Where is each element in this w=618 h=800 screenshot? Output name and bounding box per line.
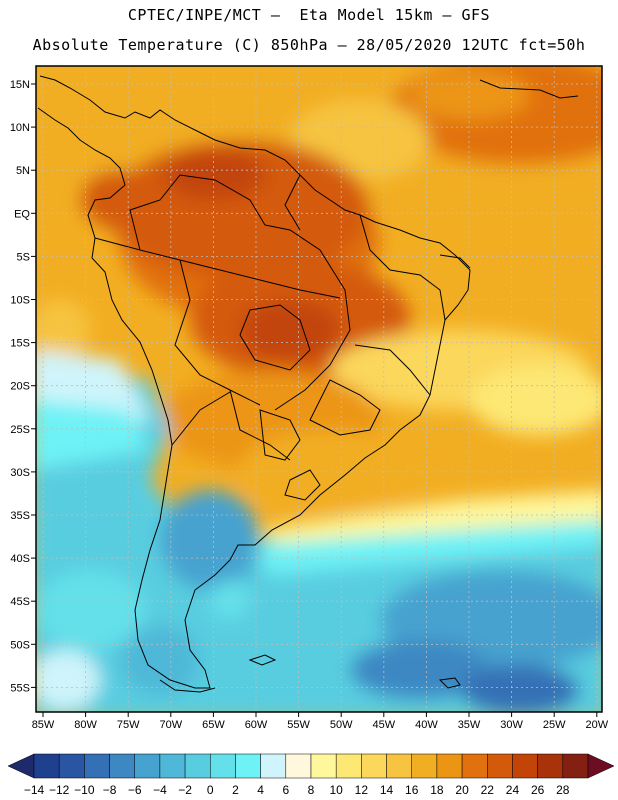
colorbar-swatch bbox=[235, 753, 261, 779]
colorbar-swatch bbox=[386, 753, 412, 779]
temperature-field bbox=[36, 66, 602, 712]
colorbar-label: 4 bbox=[257, 783, 264, 797]
colorbar-swatch bbox=[562, 753, 589, 779]
colorbar-label: 10 bbox=[330, 783, 344, 797]
map-frame bbox=[35, 65, 603, 713]
lon-label: 70W bbox=[159, 719, 182, 731]
lon-label: 30W bbox=[500, 719, 523, 731]
lat-label: 15S bbox=[10, 338, 30, 350]
colorbar-swatch bbox=[461, 753, 488, 779]
colorbar-swatch bbox=[109, 753, 135, 779]
lon-label: 35W bbox=[458, 719, 481, 731]
lat-label: 50S bbox=[10, 639, 30, 651]
lon-label: 65W bbox=[202, 719, 225, 731]
colorbar-label: 14 bbox=[380, 783, 394, 797]
colorbar-swatch bbox=[184, 753, 211, 779]
colorbar-segments bbox=[33, 753, 589, 779]
colorbar-swatch bbox=[487, 753, 513, 779]
colorbar-label: −8 bbox=[103, 783, 117, 797]
colorbar-label: −12 bbox=[49, 783, 70, 797]
colorbar-swatch bbox=[58, 753, 85, 779]
lat-label: 25S bbox=[10, 424, 30, 436]
colorbar-label: 0 bbox=[207, 783, 214, 797]
lat-label: EQ bbox=[14, 208, 30, 220]
colorbar-swatch bbox=[436, 753, 463, 779]
lat-label: 10N bbox=[10, 122, 30, 134]
lon-label: 60W bbox=[245, 719, 268, 731]
colorbar-label: 28 bbox=[556, 783, 570, 797]
colorbar-low-arrow bbox=[7, 753, 35, 779]
map-subtitle: Absolute Temperature (C) 850hPa – 28/05/… bbox=[32, 36, 586, 54]
lat-label: 20S bbox=[10, 381, 30, 393]
colorbar-label: −10 bbox=[74, 783, 95, 797]
colorbar-swatch bbox=[285, 753, 312, 779]
colorbar-swatch bbox=[310, 753, 337, 779]
lon-label: 40W bbox=[415, 719, 438, 731]
colorbar-label: 6 bbox=[282, 783, 289, 797]
lat-label: 45S bbox=[10, 596, 30, 608]
colorbar-swatch bbox=[260, 753, 287, 779]
colorbar-label: −14 bbox=[24, 783, 45, 797]
colorbar-label: 26 bbox=[531, 783, 545, 797]
colorbar-label: 22 bbox=[481, 783, 495, 797]
colorbar-swatch bbox=[512, 753, 538, 779]
colorbar-label: 2 bbox=[232, 783, 239, 797]
lat-label: 10S bbox=[10, 295, 30, 307]
colorbar-label: −6 bbox=[128, 783, 142, 797]
colorbar: −14 −12 −10 −8 −6 −4 −2 0 2 4 6 8 10 12 14 16 18 20 22 24 26… bbox=[7, 753, 615, 797]
lon-label: 50W bbox=[330, 719, 353, 731]
lon-label: 75W bbox=[117, 719, 140, 731]
colorbar-label: −2 bbox=[178, 783, 192, 797]
colorbar-labels: −14 −12 −10 −8 −6 −4 −2 0 2 4 6 8 10 12 14 16 18 20 22 24 26… bbox=[24, 783, 570, 797]
colorbar-swatch bbox=[537, 753, 564, 779]
lat-label: 35S bbox=[10, 510, 30, 522]
colorbar-swatch bbox=[159, 753, 186, 779]
colorbar-label: 18 bbox=[430, 783, 444, 797]
colorbar-swatch bbox=[411, 753, 438, 779]
lon-label: 85W bbox=[32, 719, 55, 731]
colorbar-label: 16 bbox=[405, 783, 419, 797]
lon-label: 25W bbox=[543, 719, 566, 731]
lon-label: 55W bbox=[287, 719, 310, 731]
map-title: CPTEC/INPE/MCT – Eta Model 15km – GFS bbox=[127, 6, 491, 24]
colorbar-label: 20 bbox=[455, 783, 469, 797]
longitude-labels: 85W 80W 75W 70W 65W 60W 55W 50W 45W 40W 35W 30W 25W 2… bbox=[32, 712, 609, 731]
lat-lon-grid bbox=[36, 66, 602, 712]
lon-label: 20W bbox=[585, 719, 608, 731]
temperature-map: 15N 10N 5N EQ 5S 10S 15S 20S 25S 30S 35S 40S 45S 50S 5… bbox=[10, 65, 609, 731]
lon-label: 45W bbox=[372, 719, 395, 731]
latitude-labels: 15N 10N 5N EQ 5S 10S 15S 20S 25S 30S 35S 40S 45S 50S 5… bbox=[10, 79, 36, 694]
colorbar-label: 24 bbox=[506, 783, 520, 797]
colorbar-label: 8 bbox=[308, 783, 315, 797]
lat-label: 5S bbox=[17, 251, 30, 263]
colorbar-label: −4 bbox=[153, 783, 167, 797]
colorbar-swatch bbox=[361, 753, 387, 779]
coastlines bbox=[37, 75, 579, 693]
colorbar-swatch bbox=[134, 753, 161, 779]
colorbar-high-arrow bbox=[587, 753, 615, 779]
lat-label: 30S bbox=[10, 467, 30, 479]
colorbar-swatch bbox=[33, 753, 60, 779]
colorbar-swatch bbox=[335, 753, 362, 779]
colorbar-swatch bbox=[210, 753, 236, 779]
lon-label: 80W bbox=[74, 719, 97, 731]
lat-label: 15N bbox=[10, 79, 30, 91]
colorbar-label: 12 bbox=[355, 783, 369, 797]
colorbar-swatch bbox=[84, 753, 110, 779]
lat-label: 55S bbox=[10, 682, 30, 694]
lat-label: 40S bbox=[10, 553, 30, 565]
lat-label: 5N bbox=[16, 165, 30, 177]
